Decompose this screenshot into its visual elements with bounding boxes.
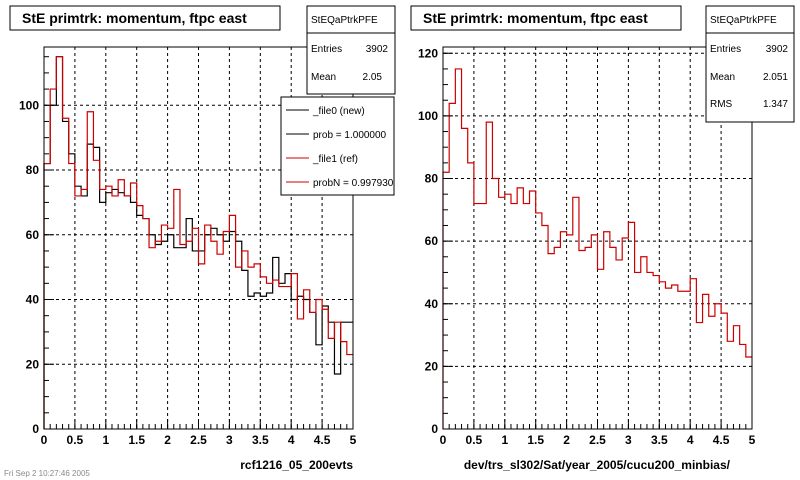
footer-timestamp: Fri Sep 2 10:27:46 2005 [4,469,90,478]
x-tick-label: 5 [350,433,357,447]
right-stats-mean-value: 2.051 [763,72,788,83]
right-stats-rms-value: 1.347 [763,99,788,110]
left-stats-entries-label: Entries [311,44,342,55]
x-tick-label: 1 [501,433,508,447]
x-tick-label: 3 [226,433,233,447]
left-stats-mean-value: 2.05 [363,72,383,83]
x-tick-label: 5 [749,433,756,447]
left-y-axis-ticks: 0 20 40 60 80 100 [19,56,54,436]
right-x-axis-label: dev/trs_sl302/Sat/year_2005/cucu200_minb… [464,458,731,472]
x-tick-label: 1.5 [128,433,145,447]
legend-entry-probN: probN = 0.997930 [313,178,394,189]
left-x-axis-ticks: 0 0.5 1 1.5 2 2.5 3 3.5 4 4.5 5 [41,419,357,447]
left-chart-title: StE primtrk: momentum, ftpc east [22,10,247,26]
x-tick-label: 0 [41,433,48,447]
left-stats-name: StEQaPtrkPFE [311,15,378,26]
x-tick-label: 3.5 [252,433,269,447]
x-tick-label: 1.5 [527,433,544,447]
y-tick-label: 40 [26,293,40,307]
right-stats-entries-label: Entries [710,44,741,55]
left-legend: _file0 (new) prob = 1.000000 _file1 (ref… [280,96,395,196]
right-title-box [410,5,682,31]
x-tick-label: 2 [164,433,171,447]
y-tick-label: 40 [425,297,439,311]
histogram-step-line [442,68,752,429]
y-tick-label: 20 [26,357,40,371]
x-tick-label: 0 [440,433,447,447]
legend-entry-file0: _file0 (new) [312,106,365,117]
y-tick-label: 60 [425,234,439,248]
x-tick-label: 0.5 [67,433,84,447]
x-tick-label: 2.5 [190,433,207,447]
right-stats-mean-label: Mean [710,72,735,83]
y-tick-label: 20 [425,359,439,373]
x-tick-label: 4.5 [314,433,331,447]
right-grid [443,47,752,429]
y-tick-label: 0 [431,422,438,436]
legend-entry-prob: prob = 1.000000 [313,130,387,141]
right-stats-box: StEQaPtrkPFE Entries 3902 Mean 2.051 RMS… [705,5,795,123]
x-tick-label: 4 [687,433,694,447]
y-tick-label: 80 [425,172,439,186]
x-tick-label: 1 [102,433,109,447]
left-histogram-panel: 0 0.5 1 1.5 2 2.5 3 3.5 4 4.5 5 0 20 40 60 80 100 StE p… [9,5,396,472]
histogram-step-line [43,56,353,429]
right-stats-name: StEQaPtrkPFE [710,15,777,26]
left-stats-mean-label: Mean [311,72,336,83]
right-histogram-series [442,68,752,429]
left-stats-box: StEQaPtrkPFE Entries 3902 Mean 2.05 [306,5,396,95]
x-tick-label: 3.5 [651,433,668,447]
right-chart-title: StE primtrk: momentum, ftpc east [423,10,648,26]
y-tick-label: 120 [418,46,438,60]
left-histogram-series [43,56,353,429]
y-tick-label: 100 [19,98,39,112]
x-tick-label: 2 [563,433,570,447]
right-x-axis-ticks: 0 0.5 1 1.5 2 2.5 3 3.5 4 4.5 5 [440,419,756,447]
legend-entry-file1: _file1 (ref) [312,154,358,165]
x-tick-label: 4.5 [713,433,730,447]
y-tick-label: 60 [26,228,40,242]
y-tick-label: 100 [418,109,438,123]
right-stats-entries-value: 3902 [766,44,789,55]
right-stats-rms-label: RMS [710,99,733,110]
left-title-box [9,5,281,31]
left-stats-entries-value: 3902 [366,44,389,55]
x-tick-label: 0.5 [466,433,483,447]
x-tick-label: 2.5 [589,433,606,447]
right-histogram-panel: 0 0.5 1 1.5 2 2.5 3 3.5 4 4.5 5 0 20 40 60 80 100 120 St… [410,5,795,472]
x-tick-label: 4 [288,433,295,447]
right-y-axis-ticks: 0 20 40 60 80 100 120 [418,46,453,436]
left-x-axis-label: rcf1216_05_200evts [240,458,353,472]
y-tick-label: 0 [32,422,39,436]
x-tick-label: 3 [625,433,632,447]
left-grid [44,47,353,429]
y-tick-label: 80 [26,163,40,177]
